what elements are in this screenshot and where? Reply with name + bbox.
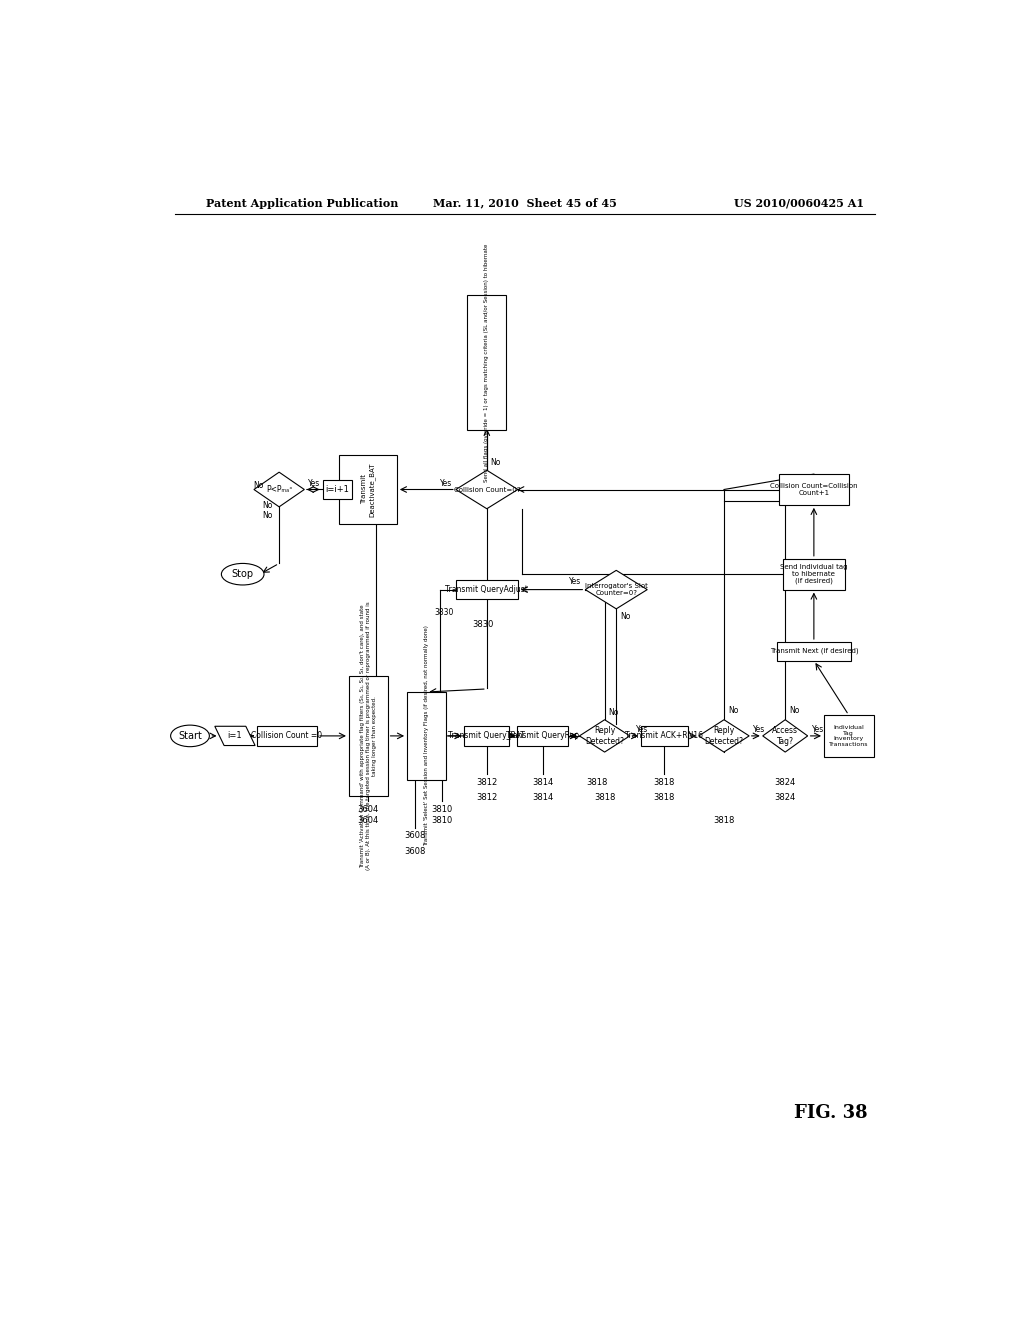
- Bar: [777, 642, 851, 661]
- Polygon shape: [580, 719, 630, 752]
- Text: Yes: Yes: [308, 479, 321, 488]
- Text: Yes: Yes: [569, 577, 582, 586]
- Polygon shape: [586, 570, 647, 609]
- Text: 3812: 3812: [476, 777, 498, 787]
- Text: Transmit QueryAdjust: Transmit QueryAdjust: [445, 585, 528, 594]
- Text: 3818: 3818: [586, 777, 607, 787]
- Bar: [823, 714, 873, 758]
- Text: Collision Count=Collision
Count+1: Collision Count=Collision Count+1: [770, 483, 858, 496]
- Text: 3604: 3604: [357, 816, 379, 825]
- Text: Transmit
Deactivate_BAT: Transmit Deactivate_BAT: [361, 462, 375, 516]
- Text: No: No: [253, 482, 263, 490]
- Text: Transmit 'Activation Command' with appropriate flag filters (S₀, S₁, S₂, S₃, don: Transmit 'Activation Command' with appro…: [360, 602, 377, 870]
- Text: 3814: 3814: [532, 777, 553, 787]
- Text: Yes: Yes: [753, 725, 765, 734]
- Text: Transmit QueryRep: Transmit QueryRep: [506, 731, 580, 741]
- Bar: [323, 480, 352, 499]
- Text: Start: Start: [178, 731, 202, 741]
- Text: Patent Application Publication: Patent Application Publication: [206, 198, 398, 209]
- Text: 3818: 3818: [714, 816, 734, 825]
- Text: Collision Count =0: Collision Count =0: [251, 731, 323, 741]
- Text: 3608: 3608: [404, 847, 425, 855]
- Text: 3818: 3818: [594, 793, 615, 803]
- Bar: [783, 558, 845, 590]
- Text: No: No: [262, 502, 273, 510]
- Text: FIG. 38: FIG. 38: [795, 1105, 868, 1122]
- Bar: [257, 726, 317, 746]
- Text: 3810: 3810: [431, 805, 453, 813]
- Bar: [517, 726, 568, 746]
- Text: 3812: 3812: [476, 793, 498, 803]
- Text: Yes: Yes: [439, 479, 452, 488]
- Text: Transmit Query_BAT: Transmit Query_BAT: [449, 731, 525, 741]
- Text: Send all flags (override = 1) or tags matching criteria (SL and/or Session) to h: Send all flags (override = 1) or tags ma…: [484, 243, 489, 482]
- Text: Send Individual tag
to hibernate
(if desired): Send Individual tag to hibernate (if des…: [780, 564, 848, 585]
- Text: No: No: [608, 708, 618, 717]
- Text: Yes: Yes: [636, 725, 648, 734]
- Bar: [464, 726, 509, 746]
- Text: 3830: 3830: [472, 620, 494, 628]
- Ellipse shape: [221, 564, 264, 585]
- Text: No: No: [262, 511, 273, 520]
- Text: 3830: 3830: [434, 609, 454, 618]
- Polygon shape: [763, 719, 808, 752]
- Text: i=i+1: i=i+1: [326, 484, 349, 494]
- Text: Mar. 11, 2010  Sheet 45 of 45: Mar. 11, 2010 Sheet 45 of 45: [433, 198, 616, 209]
- Bar: [779, 474, 849, 506]
- Text: 3810: 3810: [431, 816, 453, 825]
- Text: 3814: 3814: [532, 793, 553, 803]
- Text: No: No: [621, 612, 631, 620]
- Text: Yes: Yes: [812, 725, 823, 734]
- Text: Transmit ACK+RN16: Transmit ACK+RN16: [626, 731, 703, 741]
- Text: Transmit Next (if desired): Transmit Next (if desired): [770, 648, 858, 655]
- Text: 3824: 3824: [774, 777, 796, 787]
- Text: No: No: [490, 458, 501, 467]
- Polygon shape: [254, 473, 304, 507]
- Text: 3818: 3818: [653, 793, 675, 803]
- Text: Reply
Detected?: Reply Detected?: [705, 726, 743, 746]
- Text: 3824: 3824: [774, 793, 796, 803]
- Ellipse shape: [171, 725, 209, 747]
- Text: Transmit 'Select' Set Session and Inventory Flags (if desired, not normally done: Transmit 'Select' Set Session and Invent…: [424, 626, 429, 846]
- Text: Access
Tag?: Access Tag?: [772, 726, 798, 746]
- Text: 3608: 3608: [404, 832, 425, 841]
- Text: US 2010/0060425 A1: US 2010/0060425 A1: [734, 198, 864, 209]
- Text: Reply
Detected?: Reply Detected?: [585, 726, 624, 746]
- Polygon shape: [456, 470, 518, 508]
- Polygon shape: [215, 726, 255, 746]
- Text: No: No: [728, 706, 738, 715]
- Bar: [407, 692, 445, 780]
- Text: Individual
Tag
Inventory
Transactions: Individual Tag Inventory Transactions: [829, 725, 868, 747]
- Text: i=1: i=1: [227, 731, 243, 741]
- Text: 3818: 3818: [653, 777, 675, 787]
- Bar: [467, 296, 506, 430]
- Text: 3604: 3604: [357, 805, 379, 813]
- Text: P<Pₘₐˣ: P<Pₘₐˣ: [266, 484, 293, 494]
- Bar: [641, 726, 687, 746]
- Bar: [349, 676, 388, 796]
- Text: Stop: Stop: [231, 569, 254, 579]
- Text: Interrogator's Slot
Counter=0?: Interrogator's Slot Counter=0?: [585, 583, 648, 597]
- Text: Collision Count=0?: Collision Count=0?: [454, 487, 520, 492]
- Bar: [456, 579, 518, 599]
- Polygon shape: [698, 719, 750, 752]
- Bar: [339, 455, 397, 524]
- Text: No: No: [790, 706, 800, 715]
